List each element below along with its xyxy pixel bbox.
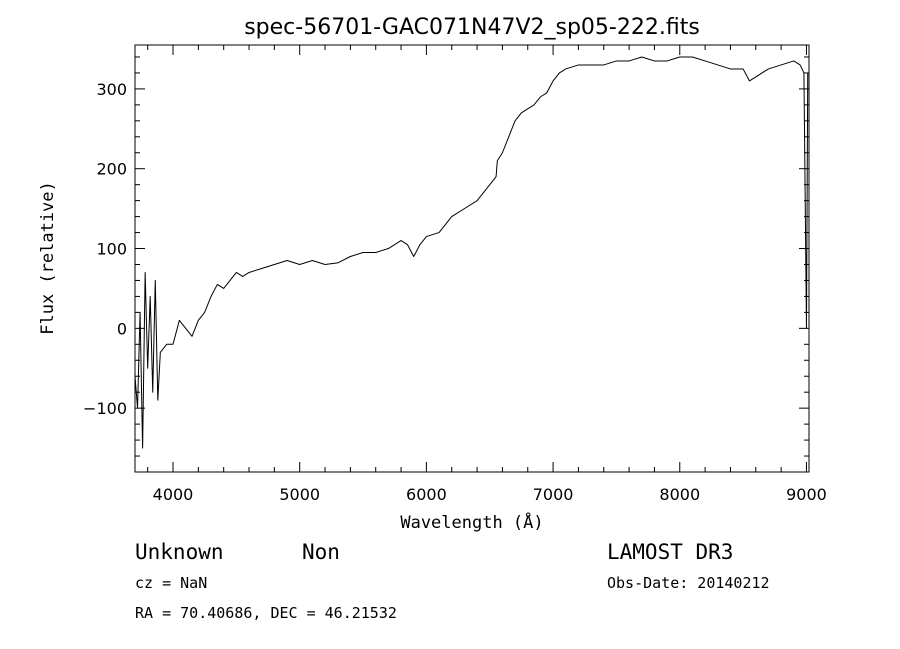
y-axis-ticks xyxy=(135,56,809,457)
y-tick-label: −100 xyxy=(83,399,127,418)
chart-title: spec-56701-GAC071N47V2_sp05-222.fits xyxy=(244,15,700,40)
x-tick-label: 4000 xyxy=(153,485,194,504)
y-tick-label: 300 xyxy=(96,80,127,99)
x-tick-label: 6000 xyxy=(406,485,447,504)
x-axis-label: Wavelength (Å) xyxy=(400,511,543,533)
spectral-subclass: Non xyxy=(302,540,340,564)
series-layer xyxy=(135,56,809,449)
y-axis-label: Flux (relative) xyxy=(38,181,58,335)
obs-date-text: Obs-Date: 20140212 xyxy=(607,574,770,592)
spectral-class: Unknown xyxy=(135,540,224,564)
plot-frame xyxy=(134,44,810,473)
y-tick-label: 100 xyxy=(96,240,127,259)
x-tick-label: 5000 xyxy=(279,485,320,504)
y-tick-label: 0 xyxy=(117,319,127,338)
x-axis-ticks xyxy=(147,45,807,472)
coordinates-text: RA = 70.40686, DEC = 46.21532 xyxy=(135,604,397,622)
spectrum-line xyxy=(135,56,809,449)
x-axis-tick-labels: 4000 5000 6000 7000 8000 9000 xyxy=(153,485,827,504)
redshift-text: cz = NaN xyxy=(135,574,207,592)
x-tick-label: 8000 xyxy=(659,485,700,504)
y-tick-label: 200 xyxy=(96,160,127,179)
y-axis-tick-labels: −100 0 100 200 300 xyxy=(83,80,127,418)
survey-label: LAMOST DR3 xyxy=(607,540,733,564)
x-tick-label: 9000 xyxy=(786,485,827,504)
x-tick-label: 7000 xyxy=(533,485,574,504)
